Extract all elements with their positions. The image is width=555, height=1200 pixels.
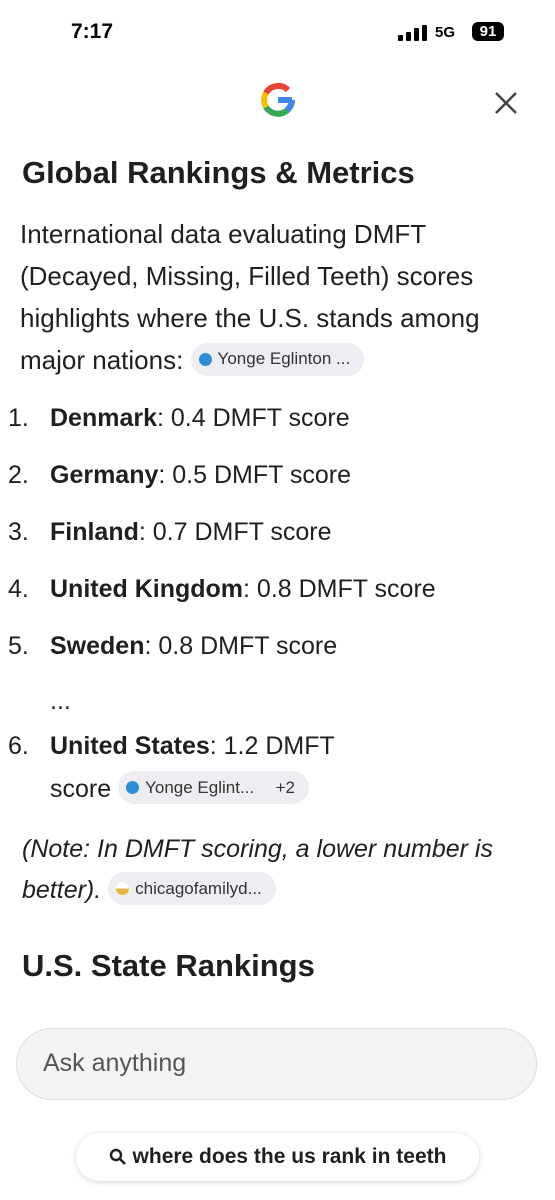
signal-icon: [398, 25, 427, 41]
source-chip[interactable]: Yonge Eglinton ...: [190, 342, 365, 376]
country-name: Denmark: [50, 404, 157, 432]
country-name: United States: [50, 732, 210, 760]
list-marker: 3.: [8, 518, 29, 546]
source-chip[interactable]: chicagofamilyd...: [108, 871, 276, 905]
input-placeholder: Ask anything: [43, 1049, 187, 1077]
country-name: United Kingdom: [50, 575, 244, 603]
item-text: : 0.5 DMFT score: [158, 461, 352, 489]
list-marker: 6.: [8, 732, 29, 760]
note-text: (Note: In DMFT scoring, a lower number i…: [22, 835, 493, 904]
source-icon: [198, 352, 212, 366]
note: (Note: In DMFT scoring, a lower number i…: [22, 829, 537, 911]
list-ellipsis: ...: [50, 687, 71, 715]
list-item: 4. United Kingdom: 0.8 DMFT score: [8, 568, 436, 610]
item-text: : 0.8 DMFT score: [144, 632, 338, 660]
country-name: Sweden: [50, 632, 145, 660]
ask-input[interactable]: Ask anything: [16, 1028, 537, 1100]
query-pill[interactable]: where does the us rank in teeth: [76, 1133, 479, 1181]
country-name: Finland: [50, 518, 139, 546]
query-text: where does the us rank in teeth: [132, 1145, 447, 1168]
list-item: 1. Denmark: 0.4 DMFT score: [8, 397, 350, 439]
intro-text: International data evaluating DMFT (Deca…: [20, 219, 480, 375]
intro-paragraph: International data evaluating DMFT (Deca…: [20, 213, 525, 381]
source-chip[interactable]: Yonge Eglint... +2: [118, 770, 309, 804]
status-network: 5G: [435, 24, 456, 41]
item-text: : 0.4 DMFT score: [157, 404, 350, 432]
source-label: Yonge Eglint...: [145, 777, 255, 797]
status-battery: 91: [472, 22, 504, 41]
list-marker: 2.: [8, 461, 29, 489]
list-item: United States: 1.2 DMFT score Yonge Egli…: [50, 725, 380, 811]
more-sources: +2: [275, 777, 295, 797]
status-time: 7:17: [70, 20, 114, 43]
source-label: Yonge Eglinton ...: [217, 349, 351, 369]
list-marker: 4.: [8, 575, 29, 603]
list-item: 5. Sweden: 0.8 DMFT score: [8, 625, 337, 667]
section-heading: Global Rankings & Metrics: [22, 155, 415, 190]
item-text: : 0.7 DMFT score: [138, 518, 332, 546]
source-icon: [116, 881, 130, 895]
close-button[interactable]: [494, 91, 518, 115]
list-marker: 5.: [8, 632, 29, 660]
list-item: 3. Finland: 0.7 DMFT score: [8, 511, 332, 553]
google-logo: [261, 82, 295, 117]
list-marker: 1.: [8, 404, 29, 432]
country-name: Germany: [50, 461, 159, 489]
list-item: 2. Germany: 0.5 DMFT score: [8, 454, 351, 496]
search-icon: [109, 1148, 126, 1165]
item-text: : 0.8 DMFT score: [243, 575, 436, 603]
section-heading: U.S. State Rankings: [22, 948, 315, 983]
item-text: : 1.2 DMFT score: [50, 732, 335, 803]
source-label: chicagofamilyd...: [135, 878, 262, 898]
source-icon: [126, 780, 140, 794]
